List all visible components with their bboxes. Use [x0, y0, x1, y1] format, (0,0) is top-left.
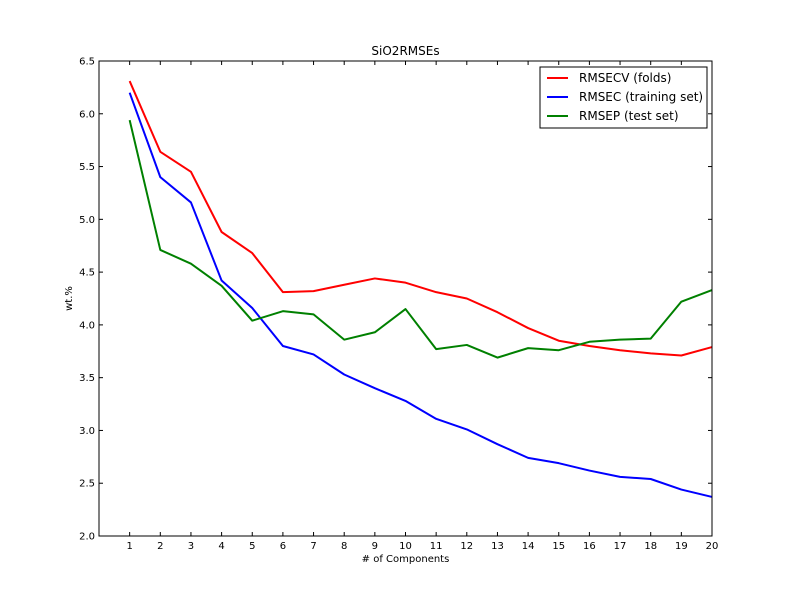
x-tick-label: 14	[522, 541, 535, 552]
x-tick-label: 17	[614, 541, 627, 552]
x-tick-label: 6	[280, 541, 286, 552]
y-tick-label: 2.0	[79, 532, 95, 543]
series-line-2	[128, 92, 713, 498]
y-tick-label: 6.0	[79, 109, 95, 120]
x-tick-label: 1	[126, 541, 132, 552]
plot-frame	[98, 60, 713, 537]
series-layer	[128, 80, 713, 498]
x-tick-label: 11	[430, 541, 443, 552]
series-line-3	[128, 119, 713, 359]
y-tick-label: 4.5	[79, 268, 95, 279]
x-tick-label: 5	[249, 541, 255, 552]
x-tick-label: 10	[399, 541, 412, 552]
y-tick-label: 3.5	[79, 373, 95, 384]
legend-label-2: RMSEC (training set)	[579, 90, 703, 104]
legend-label-1: RMSECV (folds)	[579, 71, 671, 85]
y-tick-label: 5.5	[79, 162, 95, 173]
x-tick-label: 8	[341, 541, 347, 552]
x-tick-label: 2	[157, 541, 163, 552]
x-tick-label: 12	[460, 541, 473, 552]
x-tick-label: 20	[706, 541, 719, 552]
legend-label-3: RMSEP (test set)	[579, 109, 679, 123]
x-tick-label: 9	[372, 541, 378, 552]
y-axis-label: wt.%	[64, 286, 75, 311]
x-tick-label: 4	[218, 541, 224, 552]
series-line-1	[128, 80, 713, 357]
x-axis-label: # of Components	[362, 554, 450, 565]
y-tick-label: 4.0	[79, 320, 95, 331]
x-tick-label: 7	[310, 541, 316, 552]
y-tick-label: 6.5	[79, 57, 95, 68]
x-tick-label: 16	[583, 541, 596, 552]
y-tick-label: 2.5	[79, 479, 95, 490]
y-tick-label: 5.0	[79, 215, 95, 226]
ticks-layer: 1 2 3 4 5 6 7 8 9 10 11 12 13 14 15 16 17 18 19 202.02.53.0…	[79, 57, 718, 553]
y-tick-label: 3.0	[79, 426, 95, 437]
x-tick-label: 18	[644, 541, 657, 552]
x-tick-label: 19	[675, 541, 688, 552]
x-tick-label: 3	[188, 541, 194, 552]
x-tick-label: 15	[552, 541, 565, 552]
legend: RMSECV (folds) RMSEC (training set) RMSEP …	[539, 66, 708, 129]
x-tick-label: 13	[491, 541, 504, 552]
chart-title: SiO2RMSEs	[371, 44, 439, 58]
